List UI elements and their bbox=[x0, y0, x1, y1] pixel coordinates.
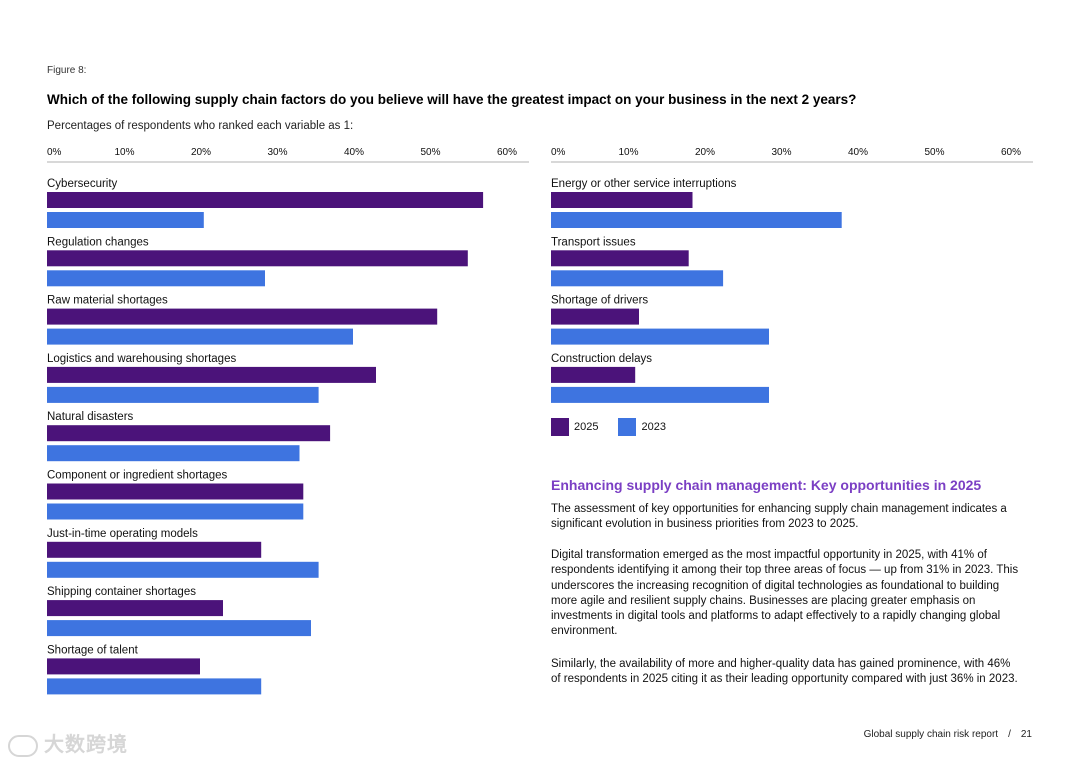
x-tick-label: 10% bbox=[115, 147, 135, 158]
bar-2025 bbox=[47, 308, 438, 325]
x-tick-label: 40% bbox=[344, 147, 364, 158]
category-label: Natural disasters bbox=[47, 411, 134, 423]
category-label: Raw material shortages bbox=[47, 295, 168, 307]
section-heading: Enhancing supply chain management: Key o… bbox=[551, 477, 982, 493]
bar-2023 bbox=[551, 270, 724, 287]
bar-2025 bbox=[47, 541, 262, 558]
x-tick-label: 50% bbox=[925, 147, 945, 158]
category-label: Regulation changes bbox=[47, 236, 149, 248]
bar-2023 bbox=[47, 386, 319, 403]
bar-2023 bbox=[47, 445, 300, 462]
x-tick-label: 30% bbox=[268, 147, 288, 158]
bar-2023 bbox=[47, 620, 311, 637]
bar-2025 bbox=[47, 250, 468, 267]
footer-page-number: 21 bbox=[1020, 729, 1032, 740]
category-label: Cybersecurity bbox=[47, 178, 118, 190]
watermark-logo-icon bbox=[8, 734, 38, 757]
legend-item-2023: 2023 bbox=[618, 418, 666, 436]
category-label: Component or ingredient shortages bbox=[47, 470, 228, 482]
category-label: Shortage of drivers bbox=[551, 295, 648, 307]
category-label: Shipping container shortages bbox=[47, 586, 196, 598]
bar-2025 bbox=[47, 600, 223, 617]
bar-2023 bbox=[47, 561, 319, 578]
legend-label-2023: 2023 bbox=[641, 421, 666, 433]
x-tick-label: 60% bbox=[497, 147, 517, 158]
bar-2023 bbox=[551, 386, 769, 403]
x-tick-label: 60% bbox=[1001, 147, 1021, 158]
bar-2023 bbox=[47, 270, 265, 287]
x-tick-label: 20% bbox=[191, 147, 211, 158]
bar-2023 bbox=[551, 328, 769, 345]
bar-2025 bbox=[551, 366, 636, 383]
x-tick-label: 20% bbox=[695, 147, 715, 158]
category-label: Transport issues bbox=[551, 236, 636, 248]
category-label: Logistics and warehousing shortages bbox=[47, 353, 236, 365]
right-bar-chart: 0% 10% 20% 30% 40% 50% 60% Energy or other serv… bbox=[551, 147, 1033, 403]
bar-2025 bbox=[47, 483, 304, 500]
legend-item-2025: 2025 bbox=[551, 418, 598, 436]
legend-swatch-2023 bbox=[618, 418, 637, 436]
bar-2025 bbox=[47, 366, 376, 383]
watermark: 大数跨境 bbox=[8, 728, 128, 757]
chart-subtitle: Percentages of respondents who ranked ea… bbox=[47, 120, 354, 132]
bar-2025 bbox=[47, 658, 200, 675]
bar-2023 bbox=[47, 328, 353, 345]
paragraph-2: Digital transformation emerged as the mo… bbox=[551, 549, 1019, 638]
x-tick-label: 30% bbox=[772, 147, 792, 158]
page-footer: Global supply chain risk report / 21 bbox=[864, 729, 1032, 740]
category-label: Shortage of talent bbox=[47, 644, 139, 656]
legend-label-2025: 2025 bbox=[574, 421, 599, 433]
x-tick-label: 0% bbox=[551, 147, 566, 158]
category-label: Energy or other service interruptions bbox=[551, 178, 737, 190]
chart-legend: 2025 2023 bbox=[551, 418, 686, 436]
left-bar-chart: 0% 10% 20% 30% 40% 50% 60% Cybersecurity Regulat… bbox=[47, 147, 529, 695]
paragraph-1: The assessment of key opportunities for … bbox=[551, 503, 1007, 531]
figure-label: Figure 8: bbox=[47, 65, 87, 76]
paragraph-3: Similarly, the availability of more and … bbox=[551, 658, 1018, 686]
bar-2025 bbox=[551, 308, 639, 325]
bar-2023 bbox=[47, 503, 304, 520]
bar-2025 bbox=[551, 250, 689, 267]
chart-question-title: Which of the following supply chain fact… bbox=[47, 92, 857, 107]
bar-2025 bbox=[47, 192, 484, 208]
x-tick-label: 0% bbox=[47, 147, 62, 158]
bar-2023 bbox=[47, 212, 204, 228]
bar-2025 bbox=[551, 192, 693, 208]
bar-2023 bbox=[551, 212, 842, 228]
x-tick-label: 40% bbox=[848, 147, 868, 158]
footer-report-name: Global supply chain risk report bbox=[863, 729, 999, 740]
x-tick-label: 10% bbox=[619, 147, 639, 158]
footer-separator: / bbox=[1008, 729, 1011, 740]
watermark-text: 大数跨境 bbox=[44, 734, 128, 756]
bar-2023 bbox=[47, 678, 262, 695]
x-tick-label: 50% bbox=[421, 147, 441, 158]
category-label: Just-in-time operating models bbox=[47, 528, 198, 540]
legend-swatch-2025 bbox=[551, 418, 569, 436]
bar-2025 bbox=[47, 425, 331, 442]
category-label: Construction delays bbox=[551, 353, 652, 365]
